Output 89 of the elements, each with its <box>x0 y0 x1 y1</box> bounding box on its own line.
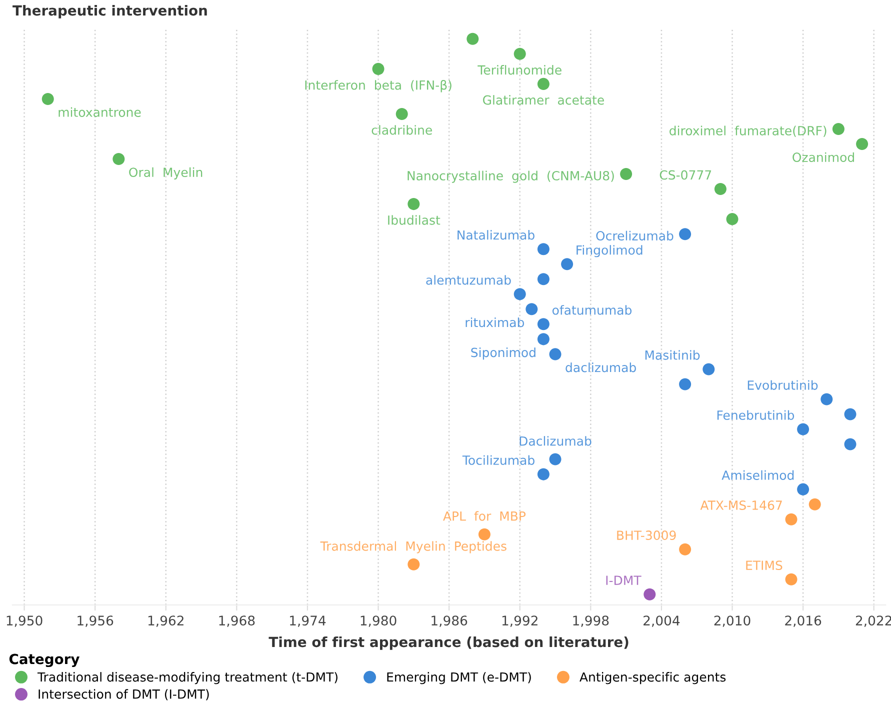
data-label: diroximel fumarate(DRF) <box>670 126 826 137</box>
data-label: Daclizumab <box>520 436 592 446</box>
legend-label: Emerging DMT (e-DMT) <box>387 672 531 684</box>
data-label: Teriflunomide <box>478 65 562 75</box>
point <box>466 32 479 45</box>
point <box>808 498 821 510</box>
point <box>514 288 526 300</box>
legend-label: Antigen-specific agents <box>580 672 726 684</box>
data-label: ATX-MS-1467 <box>700 500 782 510</box>
point <box>797 483 810 496</box>
point <box>112 153 125 166</box>
data-label: ofatumumab <box>552 305 632 315</box>
data-label: Ibudilast <box>388 215 440 225</box>
data-label: CS-0777 <box>660 170 712 180</box>
point <box>679 378 692 390</box>
point <box>702 363 715 376</box>
data-label: APL for MBP <box>443 511 526 521</box>
data-label: Siponimod <box>471 348 536 360</box>
x-tick-label: 1,950 <box>6 616 42 627</box>
legend-title: Category <box>9 654 80 668</box>
point <box>42 92 54 105</box>
x-tick-label: 2,016 <box>785 616 822 627</box>
data-label: BHT-3009 <box>617 530 676 540</box>
legend-label: Intersection of DMT (I-DMT) <box>38 689 209 700</box>
point <box>844 438 856 450</box>
point <box>408 198 420 210</box>
point <box>832 122 844 136</box>
data-label: Transdermal Myelin Peptides <box>320 541 506 554</box>
point <box>537 318 550 330</box>
data-label: Nanocrystalline gold (CNM-AU8) <box>408 170 614 183</box>
data-label: I-DMT <box>606 576 642 585</box>
x-axis-title: Time of first appearance (based on literature) <box>268 636 628 650</box>
point <box>408 558 420 570</box>
data-label: Masitinib <box>645 350 700 360</box>
point <box>785 573 798 586</box>
x-tick-label: 1,998 <box>573 616 609 627</box>
x-tick-label: 1,968 <box>219 616 255 627</box>
x-tick-label: 1,974 <box>290 616 326 627</box>
x-tick-label: 1,980 <box>360 616 396 627</box>
data-label: Tocilizumab <box>462 455 534 465</box>
point <box>820 393 833 406</box>
point <box>396 108 408 120</box>
point <box>726 213 738 226</box>
point <box>537 78 550 90</box>
point <box>561 258 574 270</box>
point <box>514 48 526 60</box>
legend-label: Traditional disease-modifying treatment (t-DMT) <box>37 672 338 684</box>
data-label: cladribine <box>372 125 432 135</box>
x-tick-label: 2,022 <box>856 616 891 627</box>
point <box>644 588 656 600</box>
data-label: Natalizumab <box>458 230 534 240</box>
data-label: Fenebrutinib <box>717 410 794 420</box>
data-label: Interferon beta (IFN-β) <box>305 80 452 92</box>
point <box>844 408 856 420</box>
data-label: Amiselimod <box>722 470 794 480</box>
point <box>856 138 868 150</box>
point <box>478 528 490 540</box>
data-label: ETIMS <box>746 560 782 570</box>
data-label: rituximab <box>466 317 524 328</box>
x-tick-label: 2,010 <box>714 616 750 627</box>
point <box>549 453 562 466</box>
point <box>537 243 550 256</box>
point <box>537 333 550 346</box>
x-tick-label: 1,956 <box>78 616 114 627</box>
point <box>714 183 726 196</box>
data-label: daclizumab <box>566 362 636 372</box>
data-label: Ozanimod <box>792 152 854 162</box>
data-label: mitoxantrone <box>58 107 141 117</box>
point <box>785 513 798 526</box>
x-tick-label: 1,992 <box>502 616 538 627</box>
point <box>526 303 538 316</box>
data-label: Oral Myelin <box>129 167 202 180</box>
data-label: Evobrutinib <box>748 380 818 390</box>
x-tick-label: 1,962 <box>148 616 184 627</box>
point <box>797 423 810 436</box>
data-label: Glatiramer acetate <box>483 95 604 105</box>
data-label: Fingolimod <box>576 245 642 258</box>
y-axis-title: Therapeutic intervention <box>12 4 207 18</box>
point <box>679 228 692 240</box>
point <box>537 468 550 480</box>
x-tick-label: 2,004 <box>644 616 680 627</box>
data-label: Ocrelizumab <box>596 230 674 240</box>
data-label: alemtuzumab <box>426 275 511 285</box>
point <box>537 273 550 286</box>
x-tick-label: 1,986 <box>432 616 468 627</box>
point <box>620 168 632 180</box>
point <box>372 62 384 75</box>
point <box>549 348 562 360</box>
point <box>679 543 692 556</box>
